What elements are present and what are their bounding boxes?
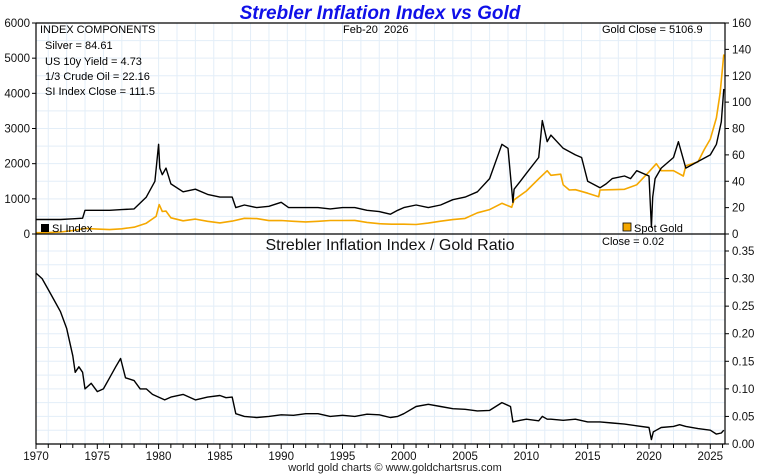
left-tick-label: 6000 bbox=[4, 18, 30, 30]
ratio-tick-label: 0.05 bbox=[732, 411, 754, 423]
legend-spot-gold-label: Spot Gold bbox=[634, 223, 683, 235]
right-tick-label: 120 bbox=[732, 71, 751, 83]
ratio-tick-label: 0.25 bbox=[732, 301, 754, 313]
series-ratio-line bbox=[35, 272, 725, 441]
x-tick-label: 2025 bbox=[697, 451, 723, 463]
ratio-tick-label: 0.00 bbox=[732, 439, 754, 451]
right-tick-label: 160 bbox=[732, 18, 751, 30]
x-tick-label: 2000 bbox=[391, 451, 417, 463]
x-tick-label: 2020 bbox=[636, 451, 662, 463]
ratio-close-label: Close = 0.02 bbox=[602, 236, 664, 248]
gold-close-label: Gold Close = 5106.9 bbox=[602, 24, 703, 36]
series-spot-gold-line bbox=[35, 54, 725, 234]
component-silver: Silver = 84.61 bbox=[45, 40, 113, 52]
ratio-tick-label: 0.10 bbox=[732, 384, 754, 396]
x-tick-label: 1975 bbox=[85, 451, 111, 463]
x-tick-label: 2010 bbox=[514, 451, 540, 463]
ratio-tick-label: 0.35 bbox=[732, 246, 754, 258]
x-tick-label: 2005 bbox=[452, 451, 478, 463]
right-tick-label: 20 bbox=[732, 203, 745, 215]
footer-credit: world gold charts © www.goldchartsrus.co… bbox=[287, 462, 502, 474]
left-tick-label: 4000 bbox=[4, 88, 30, 100]
component-crude: 1/3 Crude Oil = 22.16 bbox=[45, 71, 150, 83]
date-label: Feb-20 2026 bbox=[343, 24, 408, 36]
legend-si-index-label: SI Index bbox=[52, 223, 93, 235]
legend-spot-gold-swatch bbox=[622, 222, 632, 232]
right-tick-label: 100 bbox=[732, 97, 751, 109]
ratio-chart-title: Strebler Inflation Index / Gold Ratio bbox=[265, 237, 514, 254]
right-tick-label: 60 bbox=[732, 150, 745, 162]
series-lines bbox=[35, 54, 725, 441]
axes: 0 1000 2000 3000 4000 5000 6000 0 20 40 60 80 100 120… bbox=[4, 18, 754, 463]
x-tick-label: 1995 bbox=[330, 451, 356, 463]
right-tick-label: 140 bbox=[732, 44, 751, 56]
ratio-tick-label: 0.15 bbox=[732, 356, 754, 368]
x-tick-label: 1980 bbox=[146, 451, 172, 463]
legend-si-index-swatch bbox=[41, 224, 49, 232]
x-tick-label: 1985 bbox=[207, 451, 233, 463]
components-heading: INDEX COMPONENTS bbox=[40, 24, 156, 36]
ratio-tick-label: 0.20 bbox=[732, 329, 754, 341]
right-tick-label: 0 bbox=[732, 229, 738, 241]
right-tick-label: 40 bbox=[732, 176, 745, 188]
left-tick-label: 2000 bbox=[4, 159, 30, 171]
component-yield: US 10y Yield = 4.73 bbox=[45, 56, 142, 68]
x-tick-label: 1990 bbox=[268, 451, 294, 463]
series-si-index-line bbox=[36, 88, 725, 229]
chart-title: Strebler Inflation Index vs Gold bbox=[240, 3, 521, 24]
left-tick-label: 3000 bbox=[4, 124, 30, 136]
left-tick-label: 1000 bbox=[4, 194, 30, 206]
right-tick-label: 80 bbox=[732, 124, 745, 136]
ratio-tick-label: 0.30 bbox=[732, 274, 754, 286]
left-tick-label: 5000 bbox=[4, 53, 30, 65]
left-tick-label: 0 bbox=[24, 229, 30, 241]
x-tick-label: 2015 bbox=[575, 451, 601, 463]
x-tick-label: 1970 bbox=[23, 451, 49, 463]
component-si-close: SI Index Close = 111.5 bbox=[45, 86, 155, 98]
